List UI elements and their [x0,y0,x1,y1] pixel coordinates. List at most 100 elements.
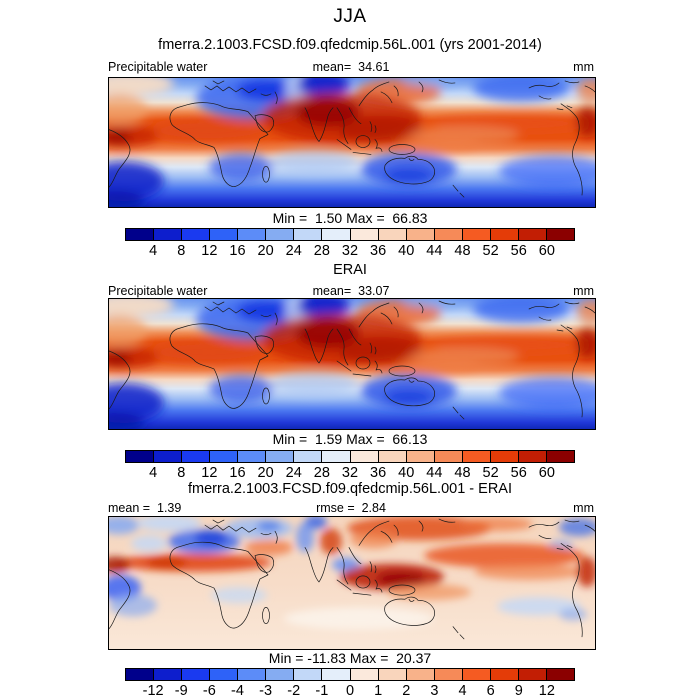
units-label: mm [573,501,594,515]
contour-field-svg [109,78,595,207]
colorbar-segment [462,669,491,680]
colorbar-segment [350,451,379,462]
colorbar-segment [518,451,547,462]
colorbar-tick-label: 32 [341,243,359,259]
colorbar-segment [546,451,574,462]
colorbar-segment [490,229,519,240]
colorbar-segment [350,669,379,680]
map-diff [108,516,596,650]
colorbar-segment [462,229,491,240]
colorbar-segment [210,669,239,680]
colorbar-tick-label: 28 [313,465,330,481]
colorbar-segment [182,451,211,462]
colorbar-segment [294,669,323,680]
colorbar-tick-label: 6 [486,683,495,699]
colorbar-tick-label: 4 [149,243,158,259]
panel-obs-title: ERAI [333,262,367,278]
colorbar-segment [434,669,463,680]
colorbar-tick-label: -6 [202,683,216,699]
colorbar-tick-label: 44 [426,243,443,259]
colorbar-tick-label: 2 [402,683,411,699]
contour-field [109,299,595,429]
colorbar-segment [266,229,295,240]
colorbar-tick-label: 48 [454,243,471,259]
colorbar-tick-label: 4 [149,465,158,481]
colorbar-tick-label: 12 [538,683,555,699]
mean-value: mean= 34.61 [312,60,390,74]
minmax-diff: Min = -11.83 Max = 20.37 [268,650,432,666]
colorbar-segment [266,669,295,680]
minmax-obs: Min = 1.59 Max = 66.13 [272,431,428,447]
mean-value: mean= 33.07 [312,284,390,298]
colorbar-tick-label: -1 [315,683,329,699]
colorbar-segment [490,669,519,680]
map-model [108,77,596,208]
colorbar-segment [322,229,351,240]
colorbar-tick-label: 24 [285,465,302,481]
contour-field-svg [109,299,595,429]
colorbar-tick-label: 32 [341,465,359,481]
colorbar-tick-label: -3 [259,683,273,699]
case-subtitle: fmerra.2.1003.FCSD.f09.qfedcmip.56L.001 … [158,37,542,53]
colorbar-segment [210,451,239,462]
colorbar-tick-label: 3 [430,683,439,699]
colorbar-tick-label: 4 [458,683,467,699]
colorbar-tick-label: 24 [285,243,302,259]
colorbar-segment [126,229,155,240]
colorbar-tick-label: 16 [229,243,246,259]
colorbar-tick-label: 60 [538,243,555,259]
colorbar-tick-label: -12 [142,683,164,699]
colorbar-segment [378,451,407,462]
colorbar-tick-label: 36 [370,465,387,481]
colorbar-segment [546,669,574,680]
colorbar-segment [266,451,295,462]
units-label: mm [573,60,594,74]
panel-obs-header: Precipitable water mean= 33.07 mm [108,284,594,299]
colorbar-segment [294,451,323,462]
colorbar-tick-label: 9 [514,683,523,699]
colorbar-tick-label: 52 [482,465,499,481]
rmse-value: rmse = 2.84 [316,501,386,515]
colorbar-ticks-obs: 4 8 12 16 20 24 28 32 36 40 44 48 52 56 60 [125,465,575,482]
colorbar-tick-label: 12 [201,243,218,259]
colorbar-tick-label: 60 [538,465,555,481]
colorbar-tick-label: 36 [370,243,387,259]
colorbar-tick-label: -4 [231,683,244,699]
colorbar-tick-label: 40 [398,465,415,481]
minmax-model: Min = 1.50 Max = 66.83 [272,210,428,226]
colorbar-model [125,228,575,241]
colorbar-segment [126,669,155,680]
colorbar-segment [518,229,547,240]
colorbar-segment [406,669,435,680]
colorbar-segment [322,451,351,462]
colorbar-segment [154,229,183,240]
contour-field [109,78,595,207]
colorbar-segment [350,229,379,240]
colorbar-tick-label: 56 [510,243,527,259]
units-label: mm [573,284,594,298]
contour-field-svg [109,517,595,649]
colorbar-tick-label: 8 [177,465,186,481]
colorbar-segment [154,451,183,462]
colorbar-tick-label: 1 [374,683,383,699]
colorbar-segment [406,451,435,462]
panel-diff-header: mean = 1.39 rmse = 2.84 mm [108,501,594,516]
colorbar-segment [238,669,267,680]
colorbar-segment [434,229,463,240]
colorbar-tick-label: 20 [257,243,274,259]
colorbar-segment [378,669,407,680]
colorbar-segment [182,669,211,680]
colorbar-diff [125,668,575,681]
variable-label: Precipitable water [108,60,208,74]
panel-model-header: Precipitable water mean= 34.61 mm [108,60,594,75]
page-title: JJA [333,6,367,27]
contour-field [109,517,595,649]
colorbar-segment [322,669,351,680]
colorbar-segment [406,229,435,240]
colorbar-segment [518,669,547,680]
colorbar-tick-label: 52 [482,243,499,259]
map-obs [108,298,596,430]
colorbar-tick-label: 0 [345,683,355,699]
colorbar-ticks-diff: -12 -9 -6 -4 -3 -2 -1 0 1 2 3 4 6 9 12 [125,683,575,700]
colorbar-tick-label: 48 [454,465,471,481]
